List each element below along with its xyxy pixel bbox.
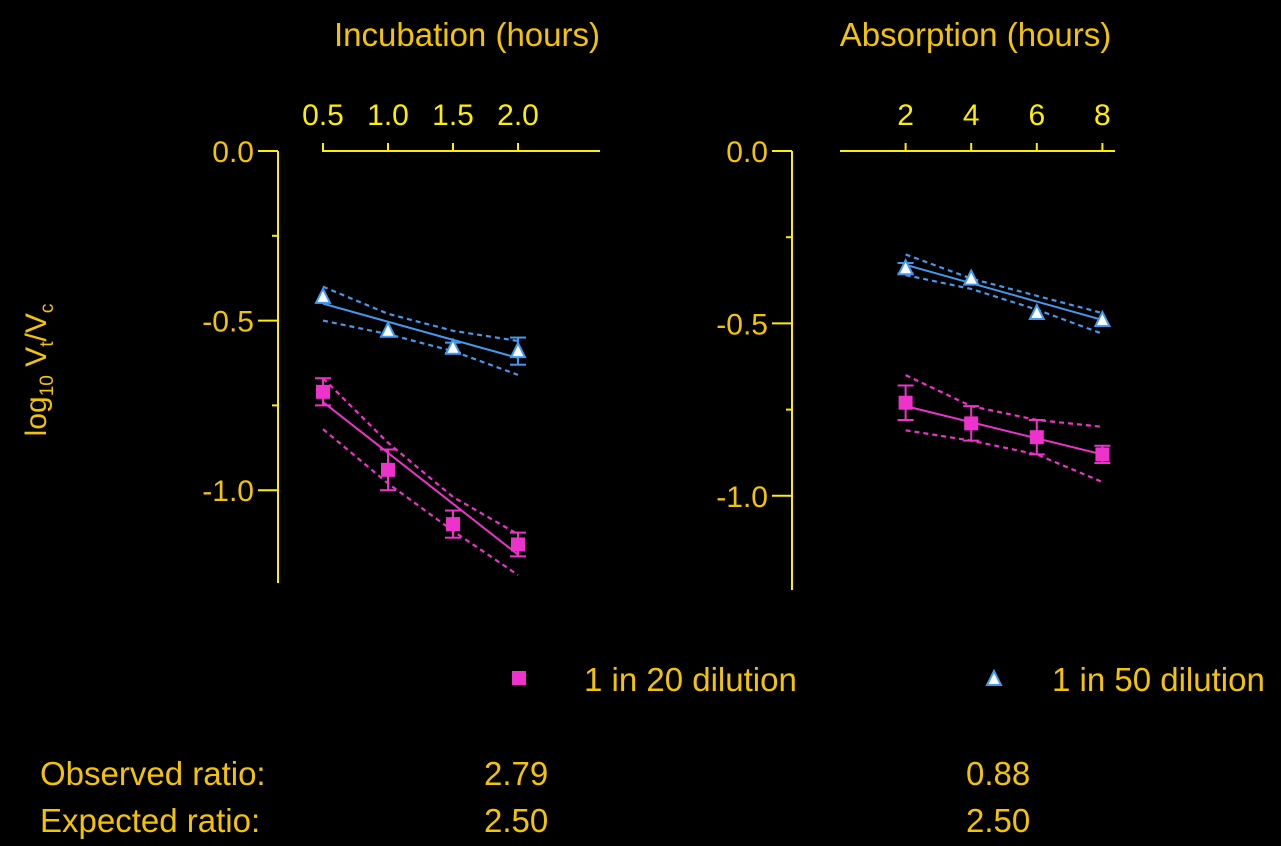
absorption-panel: 0.0 -0.5 -1.0 2 4 6 8 Absorption (hours): [716, 16, 1115, 590]
series-square: [315, 377, 526, 576]
data-point-triangle: [1028, 302, 1046, 321]
y-tick-label: -1.0: [716, 481, 768, 514]
data-point-triangle: [962, 268, 980, 286]
x-tick-label: 1.0: [367, 99, 409, 132]
y-axis-title-log: log: [20, 396, 53, 436]
x-tick-label: 2.0: [497, 99, 539, 132]
y-tick-label: 0.0: [212, 136, 254, 169]
ci-upper-line: [905, 374, 1103, 428]
observed-ratio-label: Observed ratio:: [40, 755, 266, 792]
y-axis-title: log10 Vt/Vc: [20, 304, 58, 437]
data-point-triangle: [896, 257, 915, 276]
x-tick-label: 1.5: [432, 99, 474, 132]
legend: 1 in 20 dilution 1 in 50 dilution: [512, 661, 1265, 698]
series-square: [897, 374, 1111, 484]
data-point-triangle: [509, 340, 527, 359]
data-point-square: [511, 537, 525, 552]
x-tick-label: 6: [1028, 99, 1045, 132]
incubation-panel: 0.0 -0.5 -1.0 0.5 1.0 1.5 2.0 Incubation (hours…: [202, 16, 600, 583]
x-axis-title: Absorption (hours): [840, 16, 1111, 53]
x-tick-label: 0.5: [302, 99, 344, 132]
ci-lower-line: [322, 428, 519, 576]
fit-line: [322, 302, 519, 359]
data-point-square: [1029, 430, 1044, 445]
ci-lower-line: [322, 319, 519, 376]
svg-text:log10 Vt/Vc: log10 Vt/Vc: [20, 304, 58, 437]
ci-upper-line: [322, 377, 519, 536]
data-point-triangle: [379, 320, 397, 338]
legend-square-marker: [512, 671, 526, 685]
ci-upper-line: [322, 285, 519, 343]
x-axis-title: Incubation (hours): [334, 16, 600, 53]
data-point-triangle: [1093, 309, 1112, 327]
series-triangle: [314, 285, 527, 376]
y-axis-title-sub: 10: [37, 375, 58, 396]
ci-upper-line: [905, 253, 1103, 315]
ci-lower-line: [905, 429, 1103, 484]
y-tick-label: 0.0: [726, 136, 768, 169]
y-tick-label: -0.5: [202, 306, 254, 339]
x-tick-label: 4: [963, 99, 980, 132]
observed-ratio-incubation: 2.79: [484, 755, 549, 792]
legend-item-1-in-20: 1 in 20 dilution: [512, 661, 797, 698]
y-tick-label: -0.5: [716, 308, 768, 341]
legend-label-1-in-20: 1 in 20 dilution: [584, 661, 797, 698]
legend-label-1-in-50: 1 in 50 dilution: [1052, 661, 1265, 698]
data-point-triangle: [444, 337, 462, 355]
fit-line: [322, 401, 519, 556]
y-axis-title-slash: /V: [20, 313, 53, 341]
data-point-square: [1095, 447, 1110, 462]
data-point-square: [316, 384, 330, 399]
fit-line: [905, 263, 1103, 321]
expected-ratio-label: Expected ratio:: [40, 802, 261, 839]
series-triangle: [896, 253, 1112, 335]
legend-triangle-marker: [985, 668, 1003, 686]
y-axis-title-t: t: [37, 341, 58, 347]
observed-ratio-absorption: 0.88: [966, 755, 1031, 792]
data-point-square: [381, 462, 395, 477]
y-axis-title-v: V: [20, 347, 53, 375]
data-point-square: [964, 416, 979, 431]
data-point-triangle: [314, 286, 332, 304]
expected-ratio-incubation: 2.50: [484, 802, 549, 839]
data-point-square: [898, 395, 913, 410]
data-point-square: [446, 517, 460, 532]
ci-lower-line: [905, 274, 1103, 335]
fit-line: [905, 405, 1103, 456]
x-tick-label: 8: [1094, 99, 1111, 132]
y-axis-title-c: c: [37, 304, 58, 314]
legend-item-1-in-50: 1 in 50 dilution: [985, 661, 1265, 698]
expected-ratio-absorption: 2.50: [966, 802, 1031, 839]
y-tick-label: -1.0: [202, 475, 254, 508]
x-tick-label: 2: [897, 99, 914, 132]
